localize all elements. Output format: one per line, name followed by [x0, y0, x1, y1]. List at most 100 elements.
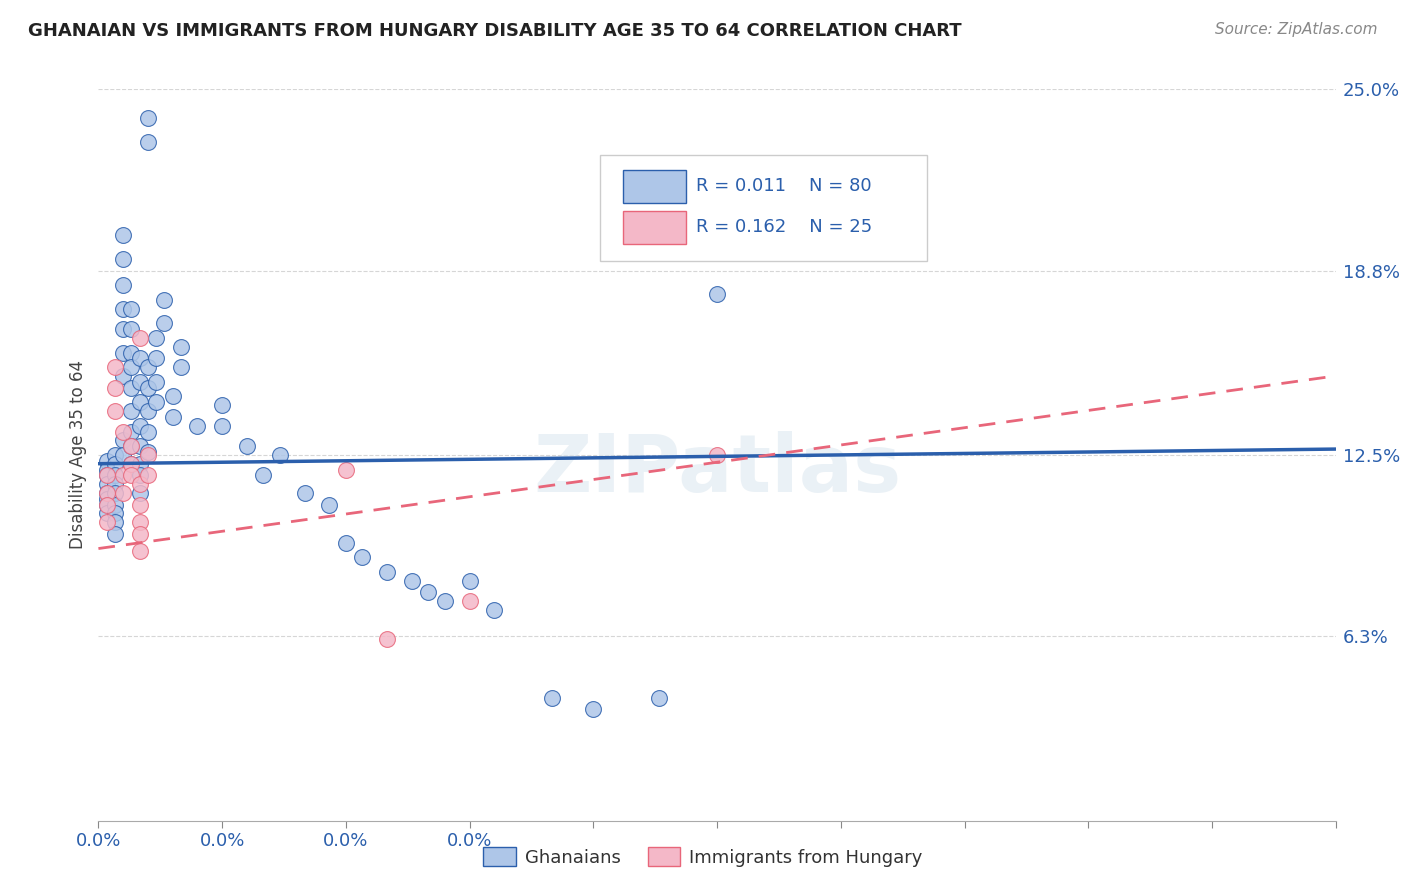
- Text: ZIPatlas: ZIPatlas: [533, 431, 901, 508]
- Point: [136, 135, 159, 149]
- Point: [96, 477, 118, 491]
- Point: [120, 457, 142, 471]
- Point: [236, 439, 259, 453]
- Point: [104, 507, 127, 521]
- Point: [582, 702, 605, 716]
- Point: [120, 468, 142, 483]
- Point: [112, 468, 135, 483]
- Point: [96, 462, 118, 476]
- Point: [120, 457, 142, 471]
- Point: [96, 491, 118, 506]
- Point: [458, 594, 481, 608]
- Point: [170, 340, 193, 354]
- Point: [484, 603, 506, 617]
- Point: [128, 331, 150, 345]
- Point: [153, 293, 176, 307]
- Point: [120, 425, 142, 439]
- Point: [136, 381, 159, 395]
- Point: [418, 585, 440, 599]
- Point: [128, 544, 150, 558]
- Point: [128, 457, 150, 471]
- Point: [153, 316, 176, 330]
- Point: [375, 632, 398, 647]
- Point: [211, 398, 233, 412]
- Point: [112, 448, 135, 462]
- Point: [96, 498, 118, 512]
- Point: [112, 486, 135, 500]
- Point: [128, 515, 150, 529]
- Point: [162, 389, 184, 403]
- Point: [120, 439, 142, 453]
- Point: [104, 527, 127, 541]
- Point: [112, 278, 135, 293]
- Point: [170, 360, 193, 375]
- Point: [335, 535, 357, 549]
- Point: [541, 690, 564, 705]
- Point: [145, 375, 167, 389]
- Y-axis label: Disability Age 35 to 64: Disability Age 35 to 64: [69, 360, 87, 549]
- Point: [120, 322, 142, 336]
- Point: [112, 425, 135, 439]
- Point: [96, 498, 118, 512]
- Point: [433, 594, 456, 608]
- Point: [706, 287, 728, 301]
- FancyBboxPatch shape: [623, 211, 686, 244]
- Point: [112, 252, 135, 266]
- Point: [112, 345, 135, 359]
- Point: [128, 486, 150, 500]
- Point: [104, 360, 127, 375]
- Point: [294, 486, 316, 500]
- Point: [96, 468, 118, 483]
- Point: [96, 454, 118, 468]
- Point: [112, 434, 135, 448]
- Point: [136, 112, 159, 126]
- Point: [96, 507, 118, 521]
- Point: [96, 486, 118, 500]
- Point: [112, 301, 135, 316]
- Point: [136, 360, 159, 375]
- Point: [401, 574, 423, 588]
- FancyBboxPatch shape: [599, 155, 928, 261]
- Point: [120, 360, 142, 375]
- Point: [136, 448, 159, 462]
- Point: [104, 381, 127, 395]
- Point: [104, 468, 127, 483]
- Point: [104, 477, 127, 491]
- Point: [318, 498, 340, 512]
- Point: [375, 565, 398, 579]
- Point: [352, 550, 374, 565]
- Point: [104, 404, 127, 418]
- Point: [120, 404, 142, 418]
- Point: [128, 527, 150, 541]
- Point: [104, 515, 127, 529]
- Point: [136, 425, 159, 439]
- Point: [120, 381, 142, 395]
- FancyBboxPatch shape: [623, 170, 686, 202]
- Text: R = 0.011    N = 80: R = 0.011 N = 80: [696, 178, 872, 195]
- Point: [269, 448, 291, 462]
- Point: [706, 448, 728, 462]
- Point: [128, 439, 150, 453]
- Point: [252, 468, 274, 483]
- Point: [112, 228, 135, 243]
- Legend: Ghanaians, Immigrants from Hungary: Ghanaians, Immigrants from Hungary: [477, 840, 929, 874]
- Text: Source: ZipAtlas.com: Source: ZipAtlas.com: [1215, 22, 1378, 37]
- Point: [104, 498, 127, 512]
- Point: [335, 462, 357, 476]
- Point: [104, 486, 127, 500]
- Point: [104, 448, 127, 462]
- Point: [128, 498, 150, 512]
- Point: [648, 690, 671, 705]
- Point: [211, 418, 233, 433]
- Point: [120, 301, 142, 316]
- Point: [96, 486, 118, 500]
- Point: [96, 468, 118, 483]
- Point: [136, 468, 159, 483]
- Point: [458, 574, 481, 588]
- Point: [128, 395, 150, 409]
- Text: GHANAIAN VS IMMIGRANTS FROM HUNGARY DISABILITY AGE 35 TO 64 CORRELATION CHART: GHANAIAN VS IMMIGRANTS FROM HUNGARY DISA…: [28, 22, 962, 40]
- Point: [136, 445, 159, 459]
- Point: [145, 351, 167, 366]
- Point: [145, 395, 167, 409]
- Point: [120, 439, 142, 453]
